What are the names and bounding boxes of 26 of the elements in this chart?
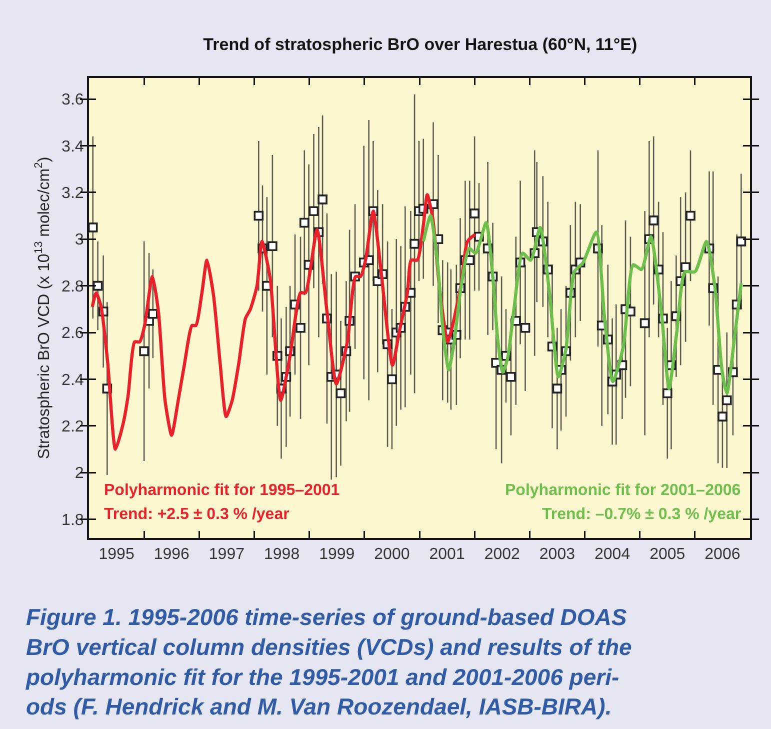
y-tick-label: 2.2 <box>62 418 84 436</box>
y-tick-label: 2.4 <box>62 372 84 389</box>
x-tick-label: 1998 <box>264 546 300 564</box>
x-tick-label: 2006 <box>704 546 740 564</box>
y-tick-label: 3.4 <box>62 138 84 156</box>
y-tick-label: 2.8 <box>62 278 84 296</box>
text: Polyharmonic fit for 2001–2006 <box>505 482 741 499</box>
x-tick-label: 2004 <box>594 546 630 564</box>
x-tick-label: 2000 <box>374 546 410 564</box>
x-tick-label: 1997 <box>208 546 245 564</box>
x-tick-label: 2002 <box>484 546 520 564</box>
chart-title: Trend of stratospheric BrO over Harestua (60°N, 11°E) <box>203 34 638 54</box>
x-tick-label: 2003 <box>539 546 576 564</box>
x-tick-label: 2005 <box>650 546 686 564</box>
x-tick-label: 1999 <box>319 546 355 564</box>
y-tick-label: 1.8 <box>62 512 84 529</box>
x-tick-label: 2001 <box>429 546 465 564</box>
annotation: Trend: +2.5 ± 0.3 % /year <box>104 506 290 523</box>
x-tick-label: 1996 <box>154 546 190 564</box>
annotation: Trend: –0.7% ± 0.3 % /year <box>542 506 742 523</box>
y-tick-label: 3.2 <box>62 185 84 202</box>
y-tick-label: 3.6 <box>62 92 84 109</box>
x-tick-label: 1995 <box>98 546 134 564</box>
caption: Figure 1. 1995-2006 time-series of ground-based DOAS BrO vertical column densities (VCDs) and results of the polyharmonic fit for the 1995-2001 and 2001-2006 peri- ods (F. Hendrick and M. Van Roozendael, IASB-BIRA). <box>25 604 632 720</box>
text: Polyharmonic fit for 1995–2001 <box>104 482 340 499</box>
y-tick-label: 2.6 <box>62 325 84 342</box>
